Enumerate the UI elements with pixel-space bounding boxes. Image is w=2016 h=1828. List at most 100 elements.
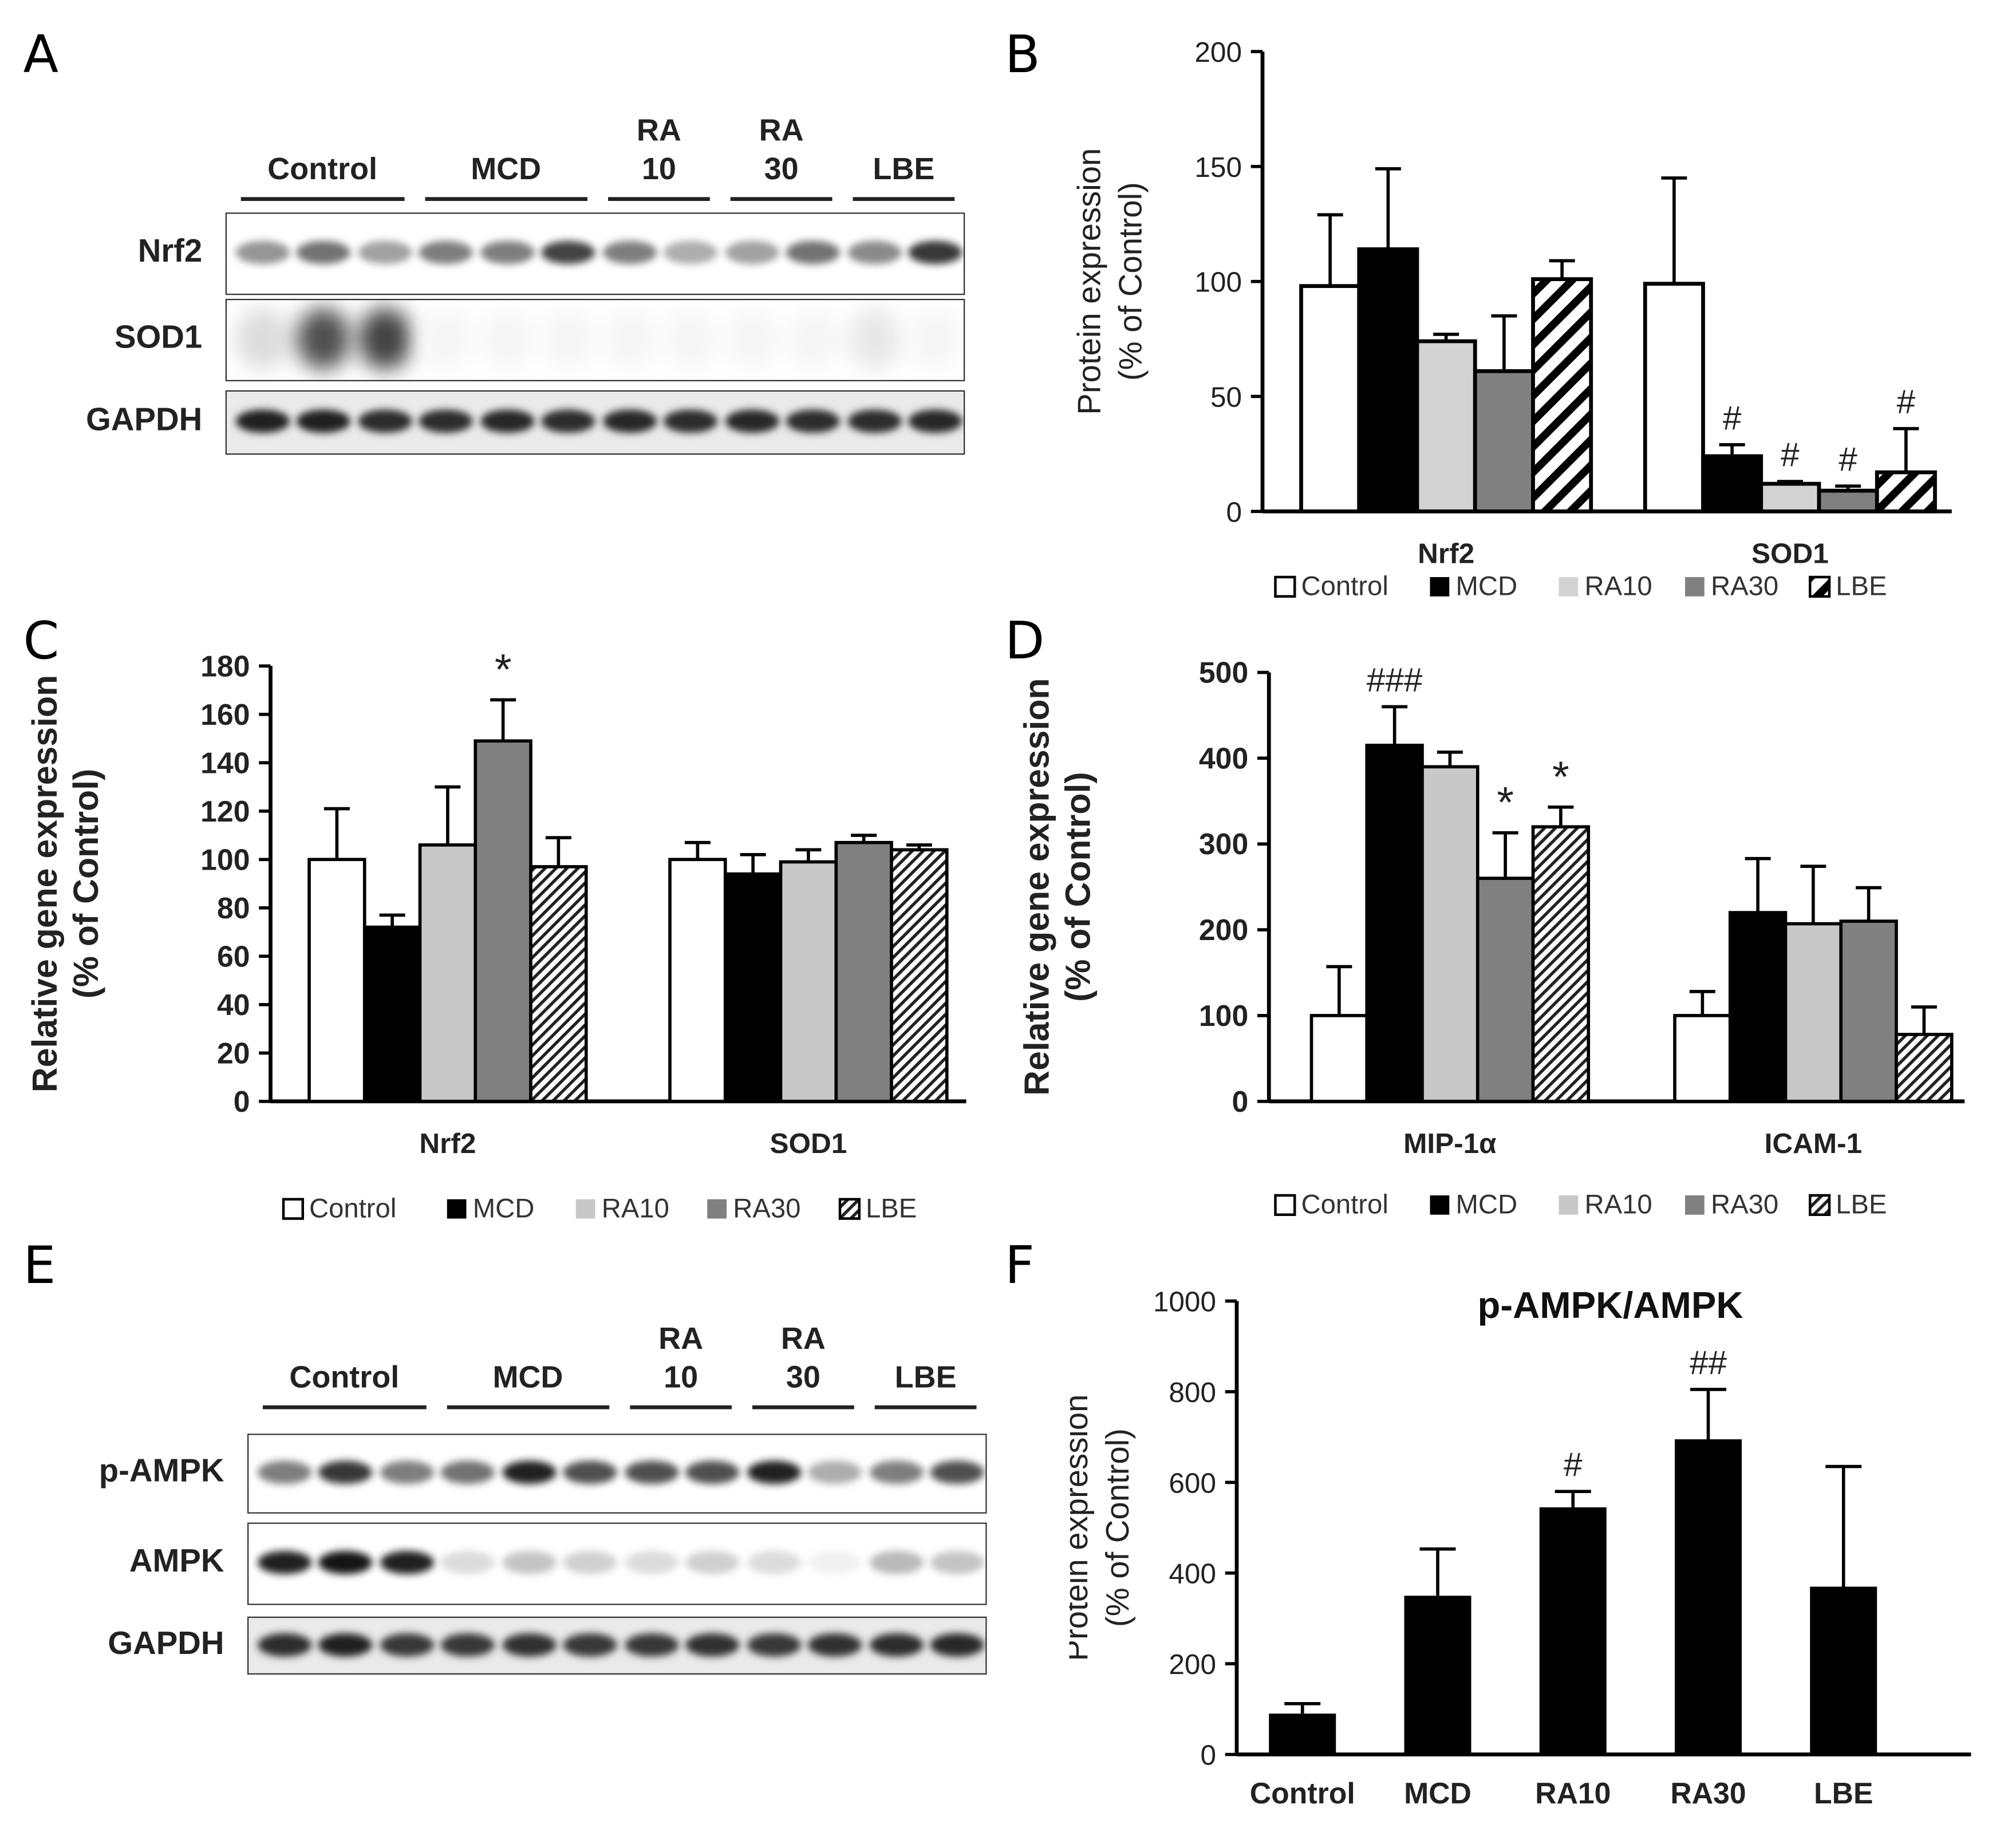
y-tick-label: 100 [1199, 999, 1248, 1032]
y-tick-label: 150 [1194, 152, 1242, 183]
blot-strip-nrf2 [225, 212, 965, 295]
bar-lbe-icam-1 [1895, 1033, 1954, 1103]
blot-group-label: Control [289, 1360, 400, 1395]
blot-band [563, 1632, 618, 1656]
blot-band [685, 1460, 740, 1484]
blot-band [502, 1551, 557, 1574]
y-tick-label: 600 [1169, 1467, 1216, 1499]
legend-label: Control [1301, 571, 1388, 602]
bar-control-nrf2 [307, 858, 366, 1103]
y-tick-label: 100 [1194, 267, 1242, 298]
blot-band [480, 240, 534, 264]
legend-swatch-ra30 [707, 1199, 727, 1219]
blot-band [358, 307, 412, 370]
blot-band [380, 1551, 434, 1574]
legend-swatch-lbe [1809, 575, 1831, 598]
blot-band [541, 409, 595, 433]
y-tick-label: 200 [1199, 913, 1248, 946]
bar-control-mip-1 [1309, 1014, 1369, 1103]
bar-ra10-nrf2 [418, 843, 478, 1103]
y-tick-label: 50 [1210, 381, 1242, 413]
legend-label: LBE [1836, 571, 1887, 602]
blot-band [869, 1632, 924, 1656]
category-label: Nrf2 [1418, 538, 1474, 569]
bar-mcd [1404, 1596, 1471, 1755]
blot-band [318, 1551, 373, 1574]
blot-band [808, 1551, 862, 1574]
y-axis-label: Relative gene expression [26, 675, 64, 1092]
blot-band [502, 1632, 557, 1656]
panel-letter-f: F [1005, 1237, 1035, 1296]
category-label: SOD1 [770, 1128, 847, 1159]
bar-lbe [1810, 1586, 1877, 1755]
legend-label: LBE [1836, 1190, 1887, 1220]
y-tick-label: 40 [217, 988, 250, 1021]
blot-row-label: SOD1 [115, 319, 203, 356]
blot-group-bar [424, 197, 587, 201]
y-axis-label: Relative gene expression [1018, 678, 1056, 1095]
blot-band [318, 1460, 373, 1484]
blot-band [441, 1460, 495, 1484]
legend-swatch-ra10 [1559, 1195, 1579, 1215]
blot-band [441, 1551, 495, 1574]
blot-group-bar [730, 197, 833, 201]
blot-band [808, 1460, 862, 1484]
blot-band [847, 240, 902, 264]
panel-letter-e: E [23, 1237, 56, 1296]
blot-strip-p-ampk [247, 1434, 987, 1514]
y-axis-label: (% of Control) [1059, 772, 1098, 1002]
bar-mcd-sod1 [723, 872, 783, 1103]
blot-band [624, 1551, 678, 1574]
blot-band [602, 409, 657, 433]
bar-ra10 [1539, 1507, 1607, 1755]
category-label: SOD1 [1751, 538, 1829, 569]
blot-band [419, 240, 474, 264]
y-tick-label: 0 [1200, 1740, 1216, 1771]
category-label: LBE [1814, 1776, 1873, 1810]
y-tick-label: 300 [1199, 827, 1248, 860]
chart-b: 0 50 100 150 200 Protein expression (% of Cont… [1071, 37, 1952, 602]
bar-ra30-nrf2 [1473, 369, 1535, 514]
blot-group-bar [263, 1405, 426, 1410]
blot-group-bar [874, 1405, 977, 1410]
blot-band [297, 409, 351, 433]
legend-label: MCD [473, 1193, 535, 1223]
category-label: ICAM-1 [1765, 1128, 1863, 1159]
blot-band [563, 1460, 618, 1484]
blot-band [869, 1551, 924, 1574]
legend-label: RA30 [733, 1193, 800, 1223]
blot-group-label: MCD [471, 152, 542, 187]
blot-band [502, 1460, 557, 1484]
blot-band [685, 1632, 740, 1656]
y-tick-label: 140 [200, 746, 250, 779]
y-axis-label: Protein expression [1070, 1395, 1095, 1661]
blot-band [725, 307, 779, 370]
y-tick-label: 800 [1169, 1377, 1216, 1408]
legend-swatch-mcd [447, 1199, 467, 1219]
blot-band [257, 1460, 311, 1484]
blot-band [235, 409, 290, 433]
legend-label: MCD [1456, 1190, 1518, 1220]
category-label: Nrf2 [419, 1128, 476, 1159]
legend-swatch-ra30 [1685, 577, 1705, 597]
blot-row-label: Nrf2 [137, 233, 203, 270]
blot-band [847, 307, 902, 370]
blot-band [257, 1551, 311, 1574]
y-tick-label: 500 [1199, 656, 1248, 689]
blot-band [480, 307, 534, 370]
blot-band [358, 240, 412, 264]
blot-band [909, 409, 963, 433]
western-blot-a: Control MCD RA 10 RA 30 LBE Nrf2 SOD1 GAPDH [0, 0, 1005, 477]
blot-band [419, 409, 474, 433]
blot-group-label: Control [267, 152, 378, 187]
blot-band [380, 1460, 434, 1484]
blot-band [909, 240, 963, 264]
blot-group-label: RA 10 [636, 113, 681, 187]
bar-control-icam-1 [1673, 1014, 1732, 1103]
blot-band [602, 307, 657, 370]
y-tick-label: 1000 [1153, 1286, 1216, 1318]
y-tick-label: 60 [217, 939, 250, 973]
y-tick-label: 20 [217, 1036, 250, 1069]
bar-mcd-mip-1 [1365, 744, 1424, 1103]
